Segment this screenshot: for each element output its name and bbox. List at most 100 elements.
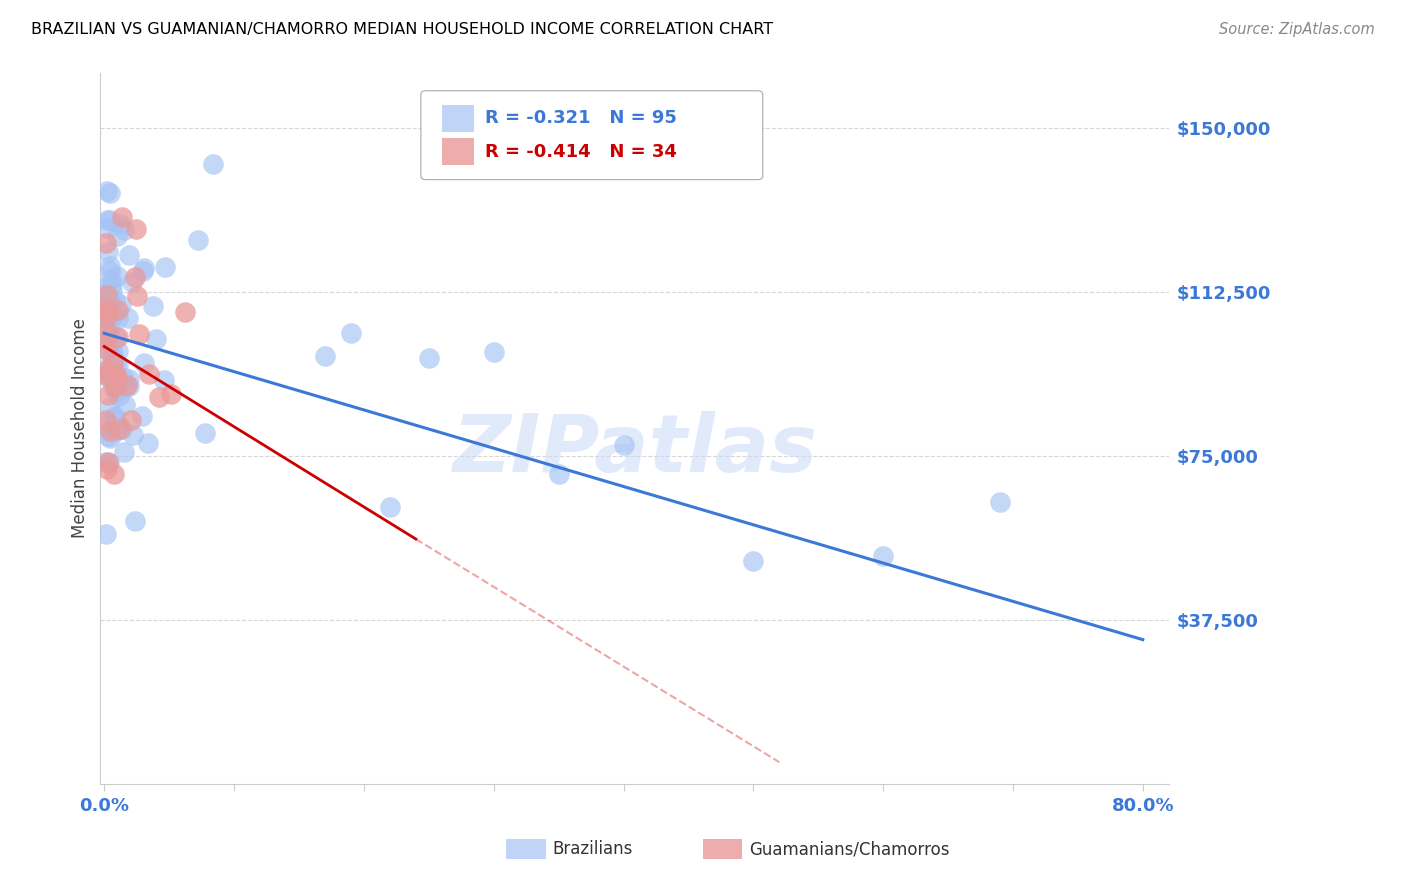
Point <box>98 310 121 325</box>
Point <box>988 494 1011 508</box>
Point <box>94 364 117 378</box>
Point <box>94 303 117 318</box>
Point <box>97 367 120 381</box>
Point <box>107 418 129 433</box>
Point <box>100 272 122 286</box>
Point <box>97 388 120 402</box>
Point <box>94 310 117 325</box>
Point <box>128 327 150 342</box>
Text: R = -0.321   N = 95: R = -0.321 N = 95 <box>485 110 676 128</box>
Point <box>100 432 122 446</box>
Point <box>112 370 135 384</box>
Point <box>872 549 894 563</box>
Point <box>94 285 117 299</box>
Point <box>108 217 131 231</box>
Point <box>742 554 765 568</box>
Point <box>97 244 120 259</box>
Point <box>96 417 118 432</box>
Point <box>100 337 122 351</box>
Point <box>96 368 118 383</box>
Point <box>101 355 124 369</box>
Bar <box>443 138 474 165</box>
Text: ZIPatlas: ZIPatlas <box>453 411 817 489</box>
Point <box>202 156 225 170</box>
Point <box>125 289 148 303</box>
Y-axis label: Median Household Income: Median Household Income <box>72 318 89 539</box>
Point <box>145 332 167 346</box>
Bar <box>443 105 474 132</box>
Point <box>96 288 118 302</box>
Point <box>107 229 129 244</box>
Point <box>96 369 118 384</box>
Point <box>94 455 117 469</box>
Point <box>142 299 165 313</box>
Point <box>98 259 121 273</box>
Point <box>114 380 136 394</box>
Point <box>101 284 124 298</box>
Point <box>94 527 117 541</box>
Point <box>108 389 131 403</box>
Point <box>107 359 129 373</box>
Point <box>100 300 122 314</box>
Point <box>125 222 148 236</box>
Point <box>104 329 127 343</box>
Point <box>101 349 124 363</box>
Point <box>148 390 170 404</box>
Point <box>101 378 124 392</box>
Point <box>612 438 634 452</box>
Point <box>98 292 121 306</box>
Point <box>117 311 139 326</box>
Point <box>134 355 156 369</box>
Point <box>98 213 121 227</box>
Point <box>110 297 132 311</box>
Point <box>98 325 121 339</box>
Point <box>96 461 118 475</box>
Text: R = -0.414   N = 34: R = -0.414 N = 34 <box>485 143 676 161</box>
Point <box>132 260 155 275</box>
Point <box>340 326 363 341</box>
Point <box>118 371 141 385</box>
Point <box>132 264 155 278</box>
Point <box>98 263 121 277</box>
Point <box>104 368 127 382</box>
Point <box>107 311 129 326</box>
Point <box>98 401 121 415</box>
Point <box>103 411 125 425</box>
Point <box>103 467 125 482</box>
Point <box>97 303 120 318</box>
Point <box>482 345 505 359</box>
Point <box>98 368 121 383</box>
Point <box>96 334 118 348</box>
Point <box>94 299 117 313</box>
Point <box>112 222 135 236</box>
Point <box>96 220 118 235</box>
Point <box>94 413 117 427</box>
Point <box>118 248 141 262</box>
Point <box>94 342 117 356</box>
Point <box>100 363 122 377</box>
Point <box>94 236 117 251</box>
Point <box>105 269 128 284</box>
Point <box>101 277 124 291</box>
Point <box>124 514 146 528</box>
Point <box>100 312 122 326</box>
Point <box>121 276 143 290</box>
Point <box>418 351 440 366</box>
Point <box>107 343 129 358</box>
Point <box>107 330 129 344</box>
Point <box>104 293 127 308</box>
Point <box>136 435 159 450</box>
Point <box>112 444 135 458</box>
Point <box>174 305 197 319</box>
Point <box>96 213 118 227</box>
Point <box>94 280 117 294</box>
Point <box>108 422 131 436</box>
Point <box>105 376 128 390</box>
Point <box>97 454 120 468</box>
Point <box>314 349 336 363</box>
Text: Brazilians: Brazilians <box>553 840 633 858</box>
Point <box>101 344 124 359</box>
Point <box>155 260 177 274</box>
Point <box>100 308 122 322</box>
Point <box>124 269 146 284</box>
